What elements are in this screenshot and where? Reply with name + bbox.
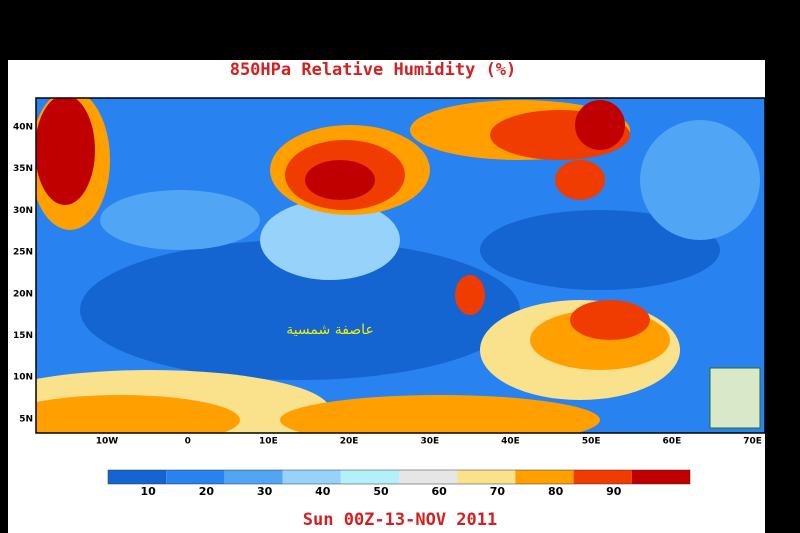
colorbar-segment: [399, 470, 458, 484]
colorbar-tick-label: 60: [432, 485, 448, 498]
lon-label: 0: [185, 437, 191, 447]
map-frame: [35, 97, 766, 434]
colorbar-segment: [340, 470, 399, 484]
lat-label: 35N: [13, 164, 33, 174]
title: 850HPa Relative Humidity (%): [230, 60, 517, 80]
lat-label: 20N: [13, 289, 33, 299]
colorbar-segment: [631, 470, 690, 484]
lat-label: 25N: [13, 248, 33, 258]
lat-label: 30N: [13, 206, 33, 216]
lon-label: 60E: [663, 437, 682, 447]
lon-label: 10E: [259, 437, 278, 447]
lon-label: 40E: [501, 437, 520, 447]
colorbar-tick-label: 50: [373, 485, 389, 498]
annotation: عاصفة شمسية: [286, 322, 374, 338]
colorbar-tick-label: 30: [257, 485, 273, 498]
colorbar-frame: [107, 469, 691, 485]
colorbar-segment: [224, 470, 283, 484]
date: Sun 00Z-13-NOV 2011: [303, 510, 497, 530]
humidity-field: [36, 98, 765, 433]
lon-label: 20E: [340, 437, 359, 447]
lat-label: 15N: [13, 331, 33, 341]
lat-label: 10N: [13, 373, 33, 383]
colorbar-tick-label: 10: [141, 485, 157, 498]
colorbar-tick-label: 70: [490, 485, 506, 498]
emblem: [709, 367, 761, 429]
lon-label: 10W: [96, 437, 119, 447]
colorbar-tick-label: 80: [548, 485, 564, 498]
colorbar-tick-label: 40: [315, 485, 331, 498]
lon-label: 70E: [743, 437, 762, 447]
lon-label: 50E: [582, 437, 601, 447]
colorbar-segment: [573, 470, 632, 484]
colorbar-segment: [166, 470, 225, 484]
lat-label: 40N: [13, 123, 33, 133]
lon-label: 30E: [420, 437, 439, 447]
colorbar-segment: [108, 470, 167, 484]
colorbar-segment: [457, 470, 516, 484]
colorbar-segment: [515, 470, 574, 484]
colorbar-tick-label: 20: [199, 485, 215, 498]
colorbar-tick-label: 90: [606, 485, 622, 498]
lat-label: 5N: [19, 414, 33, 424]
colorbar-segment: [282, 470, 341, 484]
